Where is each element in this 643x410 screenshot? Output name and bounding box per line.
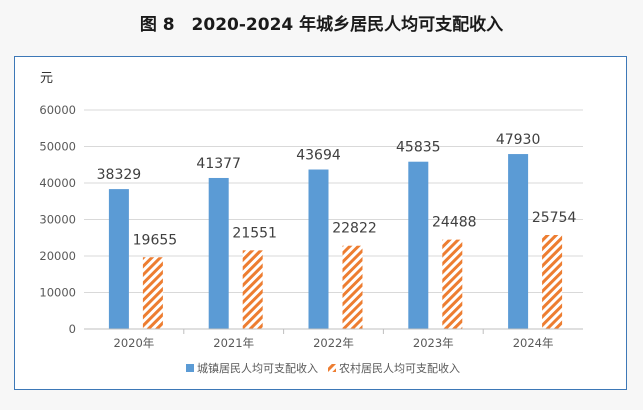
- x-tick-label: 2020年: [114, 336, 155, 350]
- data-labels: 38329 19655 41377 21551 43694 22822 45835 24488…: [97, 132, 577, 248]
- bar-rural: [342, 245, 363, 329]
- gridlines: [84, 109, 583, 293]
- y-axis-unit: 元: [40, 71, 53, 86]
- y-tick-label: 0: [69, 322, 76, 336]
- legend-swatch-urban: [186, 364, 194, 372]
- y-tick-label: 20000: [39, 249, 76, 263]
- x-axis: 2020年 2021年 2022年 2023年 2024年: [84, 328, 583, 350]
- data-label-urban: 43694: [296, 148, 341, 164]
- y-tick-label: 50000: [39, 140, 76, 154]
- data-label-rural: 24488: [432, 215, 477, 231]
- legend-swatch-rural: [328, 364, 336, 372]
- chart-title: 图 8 2020-2024 年城乡居民人均可支配收入: [139, 15, 504, 35]
- legend-label-urban: 城镇居民人均可支配收入: [197, 361, 318, 375]
- bar-rural: [242, 250, 263, 329]
- data-label-urban: 47930: [496, 132, 541, 148]
- y-tick-label: 10000: [39, 286, 76, 300]
- y-tick-label: 30000: [39, 213, 76, 227]
- data-label-urban: 38329: [97, 167, 142, 183]
- bar-urban: [508, 154, 529, 329]
- data-label-rural: 25754: [532, 210, 577, 226]
- data-label-urban: 45835: [396, 140, 441, 156]
- bars: [108, 154, 563, 329]
- bar-urban: [208, 177, 229, 329]
- legend-label-rural: 农村居民人均可支配收入: [339, 361, 460, 375]
- bar-urban: [408, 161, 429, 329]
- y-tick-label: 40000: [39, 176, 76, 190]
- x-tick-label: 2024年: [513, 336, 554, 350]
- bar-urban: [308, 169, 329, 329]
- data-label-rural: 19655: [133, 232, 178, 248]
- data-label-rural: 21551: [232, 225, 277, 241]
- data-label-urban: 41377: [196, 156, 241, 172]
- bar-rural: [442, 239, 463, 329]
- x-tick-label: 2023年: [413, 336, 454, 350]
- y-axis: 元 0 10000 20000 30000 40000 50000 60000: [39, 71, 76, 336]
- x-tick-label: 2021年: [213, 336, 254, 350]
- bar-urban: [108, 189, 129, 329]
- bar-rural: [542, 234, 563, 329]
- legend: 城镇居民人均可支配收入 农村居民人均可支配收入: [186, 361, 460, 375]
- x-tick-label: 2022年: [313, 336, 354, 350]
- data-label-rural: 22822: [332, 221, 377, 237]
- y-tick-label: 60000: [39, 103, 76, 117]
- bar-rural: [142, 257, 163, 329]
